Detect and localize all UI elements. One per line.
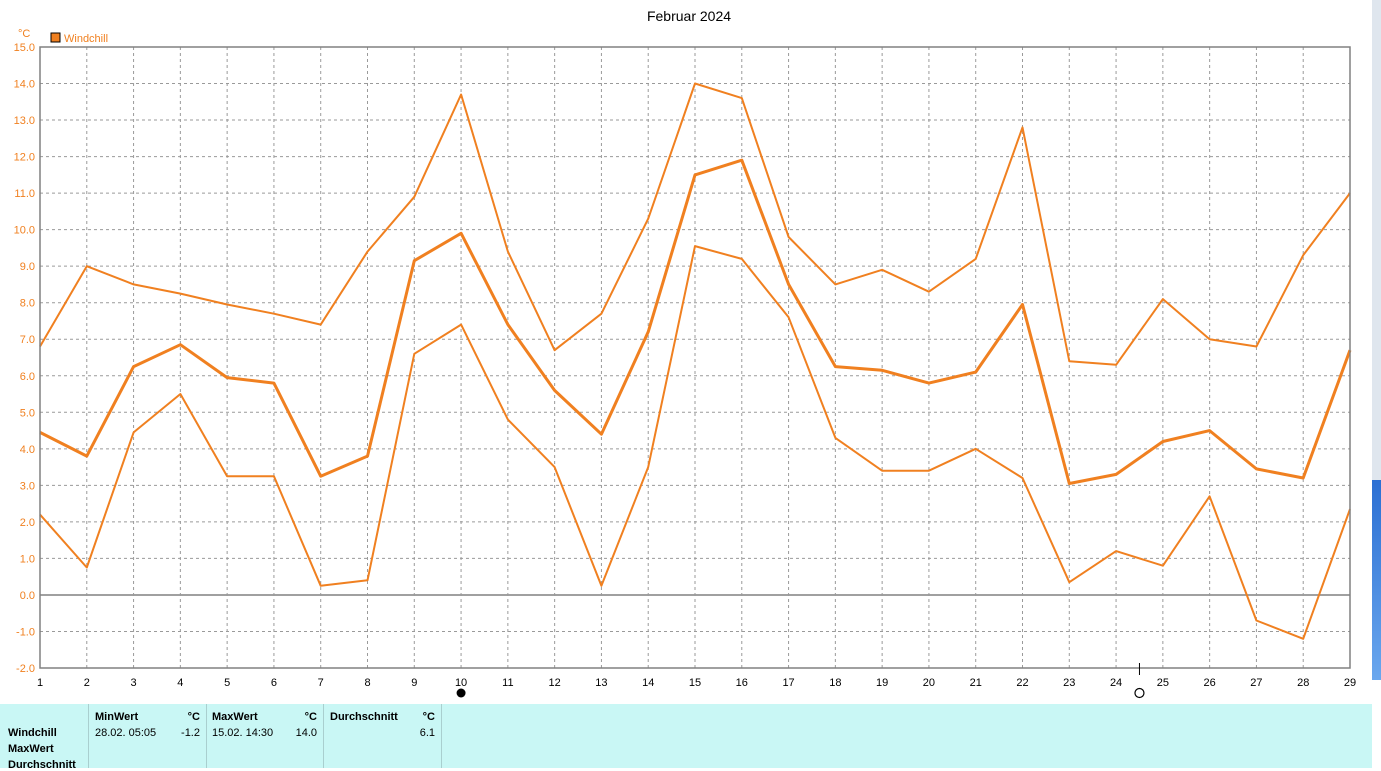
y-tick-label: 13.0: [14, 115, 35, 127]
series-line-avg: [39, 158, 1352, 485]
y-tick-label: 5.0: [20, 407, 35, 419]
x-tick-label: 29: [1344, 677, 1356, 689]
y-tick-label: 9.0: [20, 261, 35, 273]
avg-unit: °C: [422, 711, 435, 723]
series-lines: [39, 82, 1352, 640]
x-tick-label: 1: [37, 677, 43, 689]
x-tick-label: 7: [318, 677, 324, 689]
y-tick-label: 10.0: [14, 225, 35, 237]
y-tick-label: 11.0: [14, 188, 35, 200]
x-tick-label: 21: [970, 677, 982, 689]
full-moon-icon: [456, 688, 466, 698]
y-tick-label: 15.0: [14, 42, 35, 54]
min-unit: °C: [187, 711, 200, 723]
windchill-chart: Februar 2024 °C Windchill 15.014.013.012…: [14, 8, 1356, 699]
row-label-windchill: Windchill: [8, 727, 57, 739]
avg-value: 6.1: [419, 727, 435, 739]
y-tick-label: 6.0: [20, 371, 35, 383]
x-tick-label: 26: [1204, 677, 1216, 689]
min-column: MinWert °C 28.02. 05:05 -1.2: [88, 704, 207, 768]
y-tick-label: 2.0: [20, 517, 35, 529]
plot-frame: [39, 46, 1351, 669]
avg-header: Durchschnitt: [330, 711, 398, 723]
x-tick-label: 15: [689, 677, 701, 689]
max-unit: °C: [304, 711, 317, 723]
x-tick-label: 14: [642, 677, 654, 689]
new-moon-icon: [1134, 687, 1145, 699]
row-label-durchschnitt: Durchschnitt: [8, 759, 76, 771]
min-datetime: 28.02. 05:05: [95, 727, 157, 739]
avg-column: Durchschnitt °C 6.1: [324, 704, 442, 768]
x-tick-label: 25: [1157, 677, 1169, 689]
min-value: -1.2: [181, 727, 200, 739]
y-axis-unit: °C: [18, 28, 30, 40]
chart-title: Februar 2024: [647, 8, 731, 24]
row-label-maxwert: MaxWert: [8, 743, 54, 755]
x-tick-label: 19: [876, 677, 888, 689]
y-tick-label: 4.0: [20, 444, 35, 456]
x-tick-label: 6: [271, 677, 277, 689]
x-tick-label: 13: [595, 677, 607, 689]
legend-swatch: [50, 32, 61, 43]
x-tick-label: 24: [1110, 677, 1122, 689]
x-tick-label: 20: [923, 677, 935, 689]
x-tick-label: 17: [782, 677, 794, 689]
x-tick-label: 8: [364, 677, 370, 689]
grid: [39, 46, 1351, 669]
x-tick-label: 23: [1063, 677, 1075, 689]
x-tick-label: 16: [736, 677, 748, 689]
x-tick-label: 18: [829, 677, 841, 689]
x-axis-ticks: 1 2 3 4 5 6 7 8 9 10 11 12 13 14 15 16 17 18 19 20 21 22 23 24 2…: [37, 677, 1356, 689]
x-tick-label: 4: [177, 677, 183, 689]
legend-label: Windchill: [64, 33, 108, 45]
stats-panel: Windchill MaxWert Durchschnitt MinWert °…: [0, 704, 1372, 771]
x-tick-label: 3: [131, 677, 137, 689]
moon-markers: [456, 663, 1145, 699]
x-tick-label: 22: [1016, 677, 1028, 689]
x-tick-label: 28: [1297, 677, 1309, 689]
x-tick-label: 11: [502, 677, 513, 689]
max-column: MaxWert °C 15.02. 14:30 14.0: [206, 704, 324, 768]
x-tick-label: 27: [1250, 677, 1262, 689]
y-tick-label: 14.0: [14, 79, 35, 91]
x-tick-label: 9: [411, 677, 417, 689]
x-tick-label: 5: [224, 677, 230, 689]
series-line-max: [39, 82, 1351, 366]
series-line-min: [39, 245, 1351, 640]
window-edge-strip: [1372, 0, 1381, 768]
max-datetime: 15.02. 14:30: [212, 727, 274, 739]
y-tick-label: 8.0: [20, 298, 35, 310]
x-tick-label: 2: [84, 677, 90, 689]
y-tick-label: -2.0: [16, 663, 35, 675]
max-value: 14.0: [295, 727, 317, 739]
y-tick-label: 3.0: [20, 480, 35, 492]
min-header: MinWert: [95, 711, 139, 723]
y-tick-label: 7.0: [20, 334, 35, 346]
x-tick-label: 12: [549, 677, 561, 689]
x-tick-label: 10: [455, 677, 467, 689]
y-tick-label: 0.0: [20, 590, 35, 602]
y-tick-label: 12.0: [14, 152, 35, 164]
y-axis-ticks: 15.0 14.0 13.0 12.0 11.0 10.0 9.0 8.0 7.0 6.0 5.0 4…: [14, 42, 35, 675]
y-tick-label: 1.0: [20, 553, 35, 565]
y-tick-label: -1.0: [16, 626, 35, 638]
max-header: MaxWert: [212, 711, 258, 723]
